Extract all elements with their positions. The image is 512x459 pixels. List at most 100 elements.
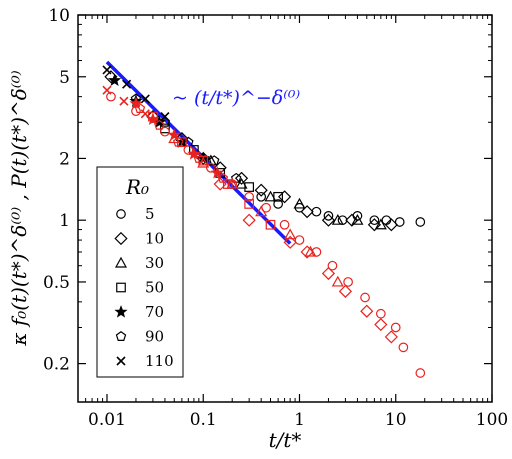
data-point-black-square — [273, 191, 283, 202]
data-point-red-diamond — [300, 245, 314, 259]
data-point-red-circle — [106, 91, 116, 102]
data-point-red-x — [140, 109, 150, 119]
data-point-black-square — [160, 123, 170, 134]
legend-title: R₀ — [125, 175, 149, 199]
data-point-red-circle — [343, 277, 353, 287]
data-point-red-diamond — [374, 317, 388, 332]
data-point-red-circle — [206, 162, 216, 173]
y-tick-label: 1 — [59, 211, 70, 231]
legend: R₀ 5 10 30 50 70 90 110 — [96, 166, 184, 378]
data-point-red-diamond — [338, 284, 353, 298]
data-point-black-circle — [256, 191, 267, 202]
legend-label: 10 — [145, 230, 164, 248]
x-tick-label: 10 — [385, 410, 407, 430]
data-point-red-x — [119, 96, 129, 106]
data-point-black-triangle — [351, 213, 364, 225]
x-tick-label: 100 — [476, 410, 508, 430]
data-point-red-pentagon — [173, 136, 184, 147]
data-point-black-triangle — [331, 213, 344, 225]
y-tick-label: 2 — [59, 149, 70, 169]
data-point-red-x — [102, 85, 112, 95]
data-point-red-square — [265, 219, 276, 230]
legend-marker-circle — [116, 209, 126, 219]
data-point-red-circle — [398, 342, 409, 353]
y-tick-label: 5 — [59, 68, 70, 88]
data-point-red-pentagon — [154, 119, 165, 130]
data-point-red-triangle — [284, 228, 297, 240]
y-tick-label: 0.2 — [43, 355, 70, 375]
data-point-black-triangle — [235, 177, 248, 189]
plot-frame — [77, 14, 493, 403]
data-point-red-pentagon — [193, 152, 205, 163]
data-point-red-diamond — [321, 266, 336, 281]
data-point-black-x — [122, 79, 132, 89]
data-point-red-square — [177, 137, 187, 148]
legend-marker-x — [116, 356, 126, 366]
data-point-black-diamond — [367, 218, 381, 232]
data-point-red-circle — [160, 126, 170, 137]
data-point-red-circle — [279, 219, 290, 230]
data-point-red-circle — [390, 322, 401, 333]
legend-label: 90 — [145, 328, 164, 346]
data-point-black-triangle — [293, 197, 306, 209]
data-point-red-triangle — [331, 275, 344, 287]
data-point-red-diamond — [360, 304, 374, 318]
data-point-black-circle — [369, 215, 380, 226]
data-point-black-triangle — [374, 218, 387, 230]
data-point-red-star — [167, 128, 181, 141]
data-point-red-triangle — [304, 245, 317, 257]
data-point-black-circle — [415, 217, 426, 227]
data-point-black-x — [102, 65, 112, 75]
data-point-black-star — [108, 73, 122, 86]
data-point-red-circle — [183, 145, 194, 155]
data-point-red-star — [210, 165, 224, 179]
data-point-red-square — [222, 179, 233, 189]
data-point-red-pentagon — [134, 103, 146, 114]
legend-marker-star — [114, 305, 128, 318]
data-point-black-circle — [394, 217, 405, 227]
legend-marker-triangle — [114, 256, 128, 268]
legend-label: 110 — [145, 352, 174, 370]
data-point-red-diamond — [283, 235, 297, 249]
y-tick-label: 10 — [48, 6, 70, 26]
data-marks-layer — [102, 65, 426, 378]
x-tick-label: 0.01 — [88, 410, 126, 430]
data-point-red-circle — [375, 308, 386, 319]
data-point-black-square — [244, 182, 255, 192]
data-point-red-circle — [360, 292, 370, 303]
data-point-black-diamond — [234, 171, 249, 185]
data-point-red-diamond — [384, 330, 398, 344]
data-point-red-square — [244, 199, 255, 209]
legend-label: 50 — [145, 279, 164, 297]
data-point-black-circle — [273, 199, 283, 209]
data-point-black-diamond — [321, 213, 336, 227]
data-point-black-diamond — [254, 183, 268, 197]
x-tick-label: 1 — [294, 410, 305, 430]
fit-line-annotation: ~ (t/t*)^−δ⁽⁰⁾ — [172, 87, 301, 109]
legend-marker-pentagon — [115, 331, 127, 341]
data-point-red-star — [187, 147, 201, 160]
x-axis-label: t/t* — [269, 428, 302, 452]
data-point-black-triangle — [264, 190, 277, 202]
data-point-red-triangle — [255, 205, 268, 217]
data-point-red-pentagon — [217, 172, 229, 183]
y-axis-label: κ f₀(t)(t*)^δ⁽⁰⁾ , P(t)(t*)^δ⁽⁰⁾ — [7, 70, 31, 346]
legend-label: 30 — [145, 254, 164, 272]
data-point-black-diamond — [277, 190, 292, 204]
data-point-red-circle — [244, 191, 255, 202]
x-tick-label: 0.1 — [190, 410, 217, 430]
data-point-black-x — [140, 94, 150, 104]
data-point-black-circle — [323, 210, 334, 221]
data-point-black-x — [160, 111, 170, 122]
data-point-black-diamond — [300, 205, 314, 219]
data-point-black-diamond — [384, 218, 398, 232]
y-tick-label: 0.5 — [43, 273, 70, 293]
data-point-red-circle — [415, 368, 426, 378]
legend-box — [96, 166, 184, 378]
data-point-red-star — [129, 96, 143, 110]
data-point-red-circle — [327, 260, 338, 271]
legend-label: 70 — [145, 303, 164, 321]
data-point-red-circle — [294, 235, 305, 245]
